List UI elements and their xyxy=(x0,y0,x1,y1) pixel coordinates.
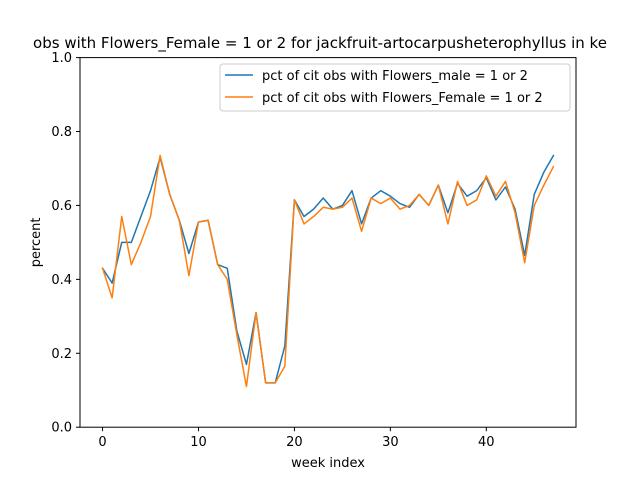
series-1-point-22 xyxy=(312,215,315,218)
series-0-point-41 xyxy=(494,198,497,201)
y-tick-label: 0.2 xyxy=(51,347,72,362)
series-1-point-41 xyxy=(494,195,497,198)
series-0-point-5 xyxy=(149,189,152,192)
y-axis-label: percent xyxy=(29,218,44,268)
x-axis-label: week index xyxy=(291,456,365,471)
series-1-point-43 xyxy=(514,211,517,214)
series-1-point-44 xyxy=(523,261,526,264)
series-0-point-2 xyxy=(120,241,123,244)
series-1-point-37 xyxy=(456,180,459,183)
series-1-point-26 xyxy=(350,197,353,200)
series-0-point-45 xyxy=(533,193,536,196)
y-tick-label: 0.0 xyxy=(51,421,72,436)
series-0-point-47 xyxy=(552,154,555,157)
series-1-point-35 xyxy=(437,184,440,187)
series-1-point-6 xyxy=(159,154,162,157)
series-1-point-29 xyxy=(379,202,382,205)
series-1-point-40 xyxy=(485,174,488,177)
series-0-point-9 xyxy=(187,252,190,255)
series-0-point-23 xyxy=(322,197,325,200)
series-1-point-47 xyxy=(552,165,555,168)
legend-label-female: pct of cit obs with Flowers_Female = 1 o… xyxy=(262,91,543,106)
series-1-point-27 xyxy=(360,230,363,233)
legend: pct of cit obs with Flowers_male = 1 or … xyxy=(219,63,571,112)
x-tick-label: 10 xyxy=(190,435,207,450)
series-0-point-36 xyxy=(446,211,449,214)
series-1-point-1 xyxy=(111,296,114,299)
series-1-point-45 xyxy=(533,204,536,207)
series-1-point-0 xyxy=(101,267,104,270)
series-1-point-2 xyxy=(120,215,123,218)
series-1-point-30 xyxy=(389,197,392,200)
series-1-point-4 xyxy=(139,241,142,244)
chart-title: obs with Flowers_Female = 1 or 2 for jac… xyxy=(33,34,607,53)
series-1-point-3 xyxy=(130,263,133,266)
plot-area-frame xyxy=(79,57,577,428)
series-0-point-3 xyxy=(130,241,133,244)
series-1-point-42 xyxy=(504,180,507,183)
series-1-point-8 xyxy=(178,219,181,222)
legend-box xyxy=(219,63,571,112)
series-0-point-38 xyxy=(466,195,469,198)
y-tick-label: 0.6 xyxy=(51,199,72,214)
series-0-point-13 xyxy=(226,267,229,270)
series-1-point-36 xyxy=(446,222,449,225)
series-1-point-21 xyxy=(303,222,306,225)
series-0-point-21 xyxy=(303,215,306,218)
y-tick-label: 0.8 xyxy=(51,125,72,140)
series-1-point-23 xyxy=(322,206,325,209)
series-0-point-46 xyxy=(542,171,545,174)
series-0-point-39 xyxy=(475,189,478,192)
y-tick-label: 0.4 xyxy=(51,273,72,288)
series-1-point-18 xyxy=(274,381,277,384)
series-1-point-20 xyxy=(293,198,296,201)
series-1-point-39 xyxy=(475,198,478,201)
series-0-point-31 xyxy=(398,202,401,205)
series-1-point-5 xyxy=(149,215,152,218)
y-axis-ticks: 0.0 0.2 0.4 0.6 0.8 1.0 xyxy=(51,51,80,436)
series-1-point-11 xyxy=(207,219,210,222)
legend-label-male: pct of cit obs with Flowers_male = 1 or … xyxy=(262,69,528,84)
series-1-point-33 xyxy=(418,193,421,196)
series-1-point-17 xyxy=(264,381,267,384)
series-0-point-4 xyxy=(139,215,142,218)
series-1-point-19 xyxy=(283,365,286,368)
series-1-point-34 xyxy=(427,204,430,207)
x-tick-label: 30 xyxy=(382,435,399,450)
series-1-point-38 xyxy=(466,204,469,207)
series-1-point-9 xyxy=(187,274,190,277)
y-tick-label: 1.0 xyxy=(51,51,72,66)
x-axis-ticks: 0 10 20 30 40 xyxy=(98,427,495,450)
series-1-point-15 xyxy=(245,385,248,388)
series-0-point-22 xyxy=(312,208,315,211)
series-1-point-7 xyxy=(168,193,171,196)
series-1-point-13 xyxy=(226,278,229,281)
series-1-point-10 xyxy=(197,221,200,224)
series-1-point-32 xyxy=(408,204,411,207)
plot-lines xyxy=(101,154,555,388)
series-line-1 xyxy=(101,154,555,388)
x-tick-label: 40 xyxy=(478,435,495,450)
x-tick-label: 0 xyxy=(98,435,106,450)
series-0-point-26 xyxy=(350,189,353,192)
series-1-point-14 xyxy=(235,333,238,336)
series-0-point-15 xyxy=(245,363,248,366)
series-1-point-31 xyxy=(398,208,401,211)
series-1-point-24 xyxy=(331,208,334,211)
series-0-point-29 xyxy=(379,189,382,192)
series-1-point-16 xyxy=(255,311,258,314)
series-1-point-46 xyxy=(542,184,545,187)
series-1-point-12 xyxy=(216,263,219,266)
x-tick-label: 20 xyxy=(286,435,303,450)
series-1-point-28 xyxy=(370,197,373,200)
series-1-point-25 xyxy=(341,206,344,209)
